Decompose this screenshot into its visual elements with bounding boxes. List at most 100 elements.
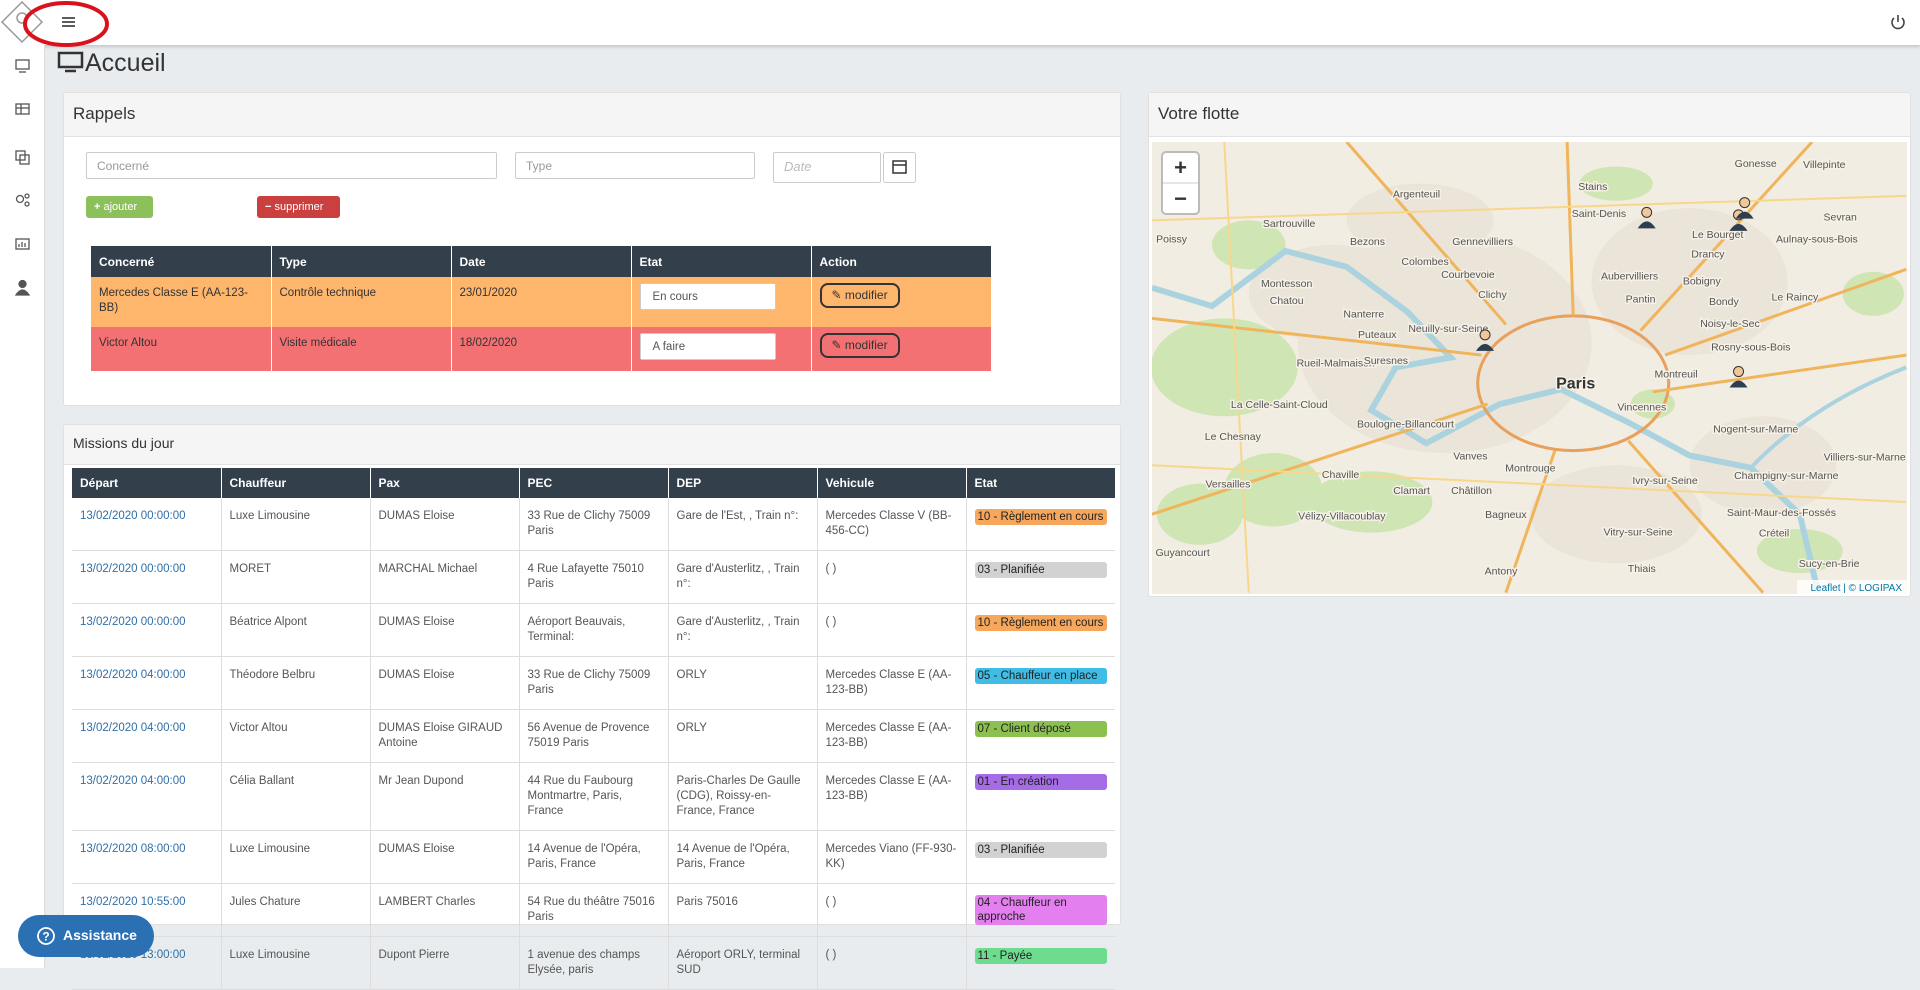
cell: Paris-Charles De Gaulle (CDG), Roissy-en… xyxy=(668,762,818,831)
header-row: Départ Chauffeur Pax PEC DEP Vehicule Etat xyxy=(72,468,1116,498)
driver-marker[interactable] xyxy=(1729,366,1748,388)
place-label: Ivry-sur-Seine xyxy=(1632,475,1698,487)
depart-link[interactable]: 13/02/2020 00:00:00 xyxy=(72,550,222,604)
cell: ORLY xyxy=(668,709,818,763)
cell: 10 - Règlement en cours xyxy=(966,498,1115,551)
mission-row: 13/02/2020 04:00:00 Victor Altou DUMAS Elo… xyxy=(72,709,1115,763)
place-label: Boulogne-Billancourt xyxy=(1357,419,1454,431)
map[interactable]: Paris Saint-Denis Argenteuil Colombes Gennev… xyxy=(1152,142,1907,594)
etat-badge: 10 - Règlement en cours xyxy=(974,509,1107,525)
mission-row: 13/02/2020 00:00:00 Béatrice Alpont DUMAS … xyxy=(72,603,1115,657)
road xyxy=(1652,353,1907,394)
place-label: Sevran xyxy=(1824,212,1857,224)
cell: 10 - Règlement en cours xyxy=(966,603,1115,657)
depart-link[interactable]: 13/02/2020 04:00:00 xyxy=(72,762,222,831)
etat-badge: 03 - Planifiée xyxy=(974,842,1107,858)
nav-copy[interactable] xyxy=(15,150,30,165)
cell: Mr Jean Dupond xyxy=(370,762,520,831)
cell: 56 Avenue de Provence 75019 Paris xyxy=(519,709,669,763)
place-label: Sucy-en-Brie xyxy=(1799,558,1860,570)
highlight-circle xyxy=(23,1,109,47)
mission-row: 13/02/2020 08:00:00 Luxe Limousine DUMAS E… xyxy=(72,830,1115,884)
zoom-in[interactable]: + xyxy=(1174,155,1187,180)
place-label: Clichy xyxy=(1478,289,1507,301)
depart-link[interactable]: 13/02/2020 00:00:00 xyxy=(72,498,222,551)
modify-button[interactable]: ✎ modifier xyxy=(819,333,900,358)
urban-area xyxy=(1346,183,1494,258)
calendar-button[interactable] xyxy=(883,152,916,183)
place-label: Le Raincy xyxy=(1772,291,1819,303)
modify-button[interactable]: ✎ modifier xyxy=(819,283,900,308)
svg-text:?: ? xyxy=(42,930,49,944)
mission-row: 13/02/2020 04:00:00 Célia Ballant Mr Jean … xyxy=(72,762,1115,831)
place-label: Gonesse xyxy=(1735,158,1777,170)
etat-select[interactable]: En cours xyxy=(639,283,776,310)
rappel-row: Mercedes Classe E (AA-123-BB) Contrôle te… xyxy=(91,277,991,327)
logout-button[interactable] xyxy=(1888,13,1908,33)
nav-user[interactable] xyxy=(14,279,31,296)
zoom-control: +− xyxy=(1161,151,1200,215)
place-label: Rosny-sous-Bois xyxy=(1711,341,1790,353)
cell: DUMAS Eloise xyxy=(370,656,520,710)
column-header: Chauffeur xyxy=(221,468,371,498)
nav-stats[interactable] xyxy=(15,238,30,250)
driver-marker[interactable] xyxy=(1735,197,1754,219)
cell: Paris 75016 xyxy=(668,883,818,937)
place-label: Paris xyxy=(1556,375,1595,392)
marker-head xyxy=(1641,206,1653,218)
place-label: Neuilly-sur-Seine xyxy=(1408,323,1488,335)
road xyxy=(1152,402,1488,516)
place-label: Saint-Maur-des-Fossés xyxy=(1727,507,1836,519)
place-label: Clamart xyxy=(1393,485,1430,497)
add-button[interactable]: + ajouter xyxy=(86,196,153,218)
cell: 05 - Chauffeur en place xyxy=(966,656,1115,710)
rappel-row: Victor Altou Visite médicale 18/02/2020 A f… xyxy=(91,327,991,371)
place-label: Montesson xyxy=(1261,278,1313,290)
marker-body xyxy=(1729,223,1748,231)
nav-settings[interactable] xyxy=(15,193,30,207)
attribution-bg xyxy=(1797,580,1907,594)
place-label: Stains xyxy=(1578,181,1607,193)
cell: Luxe Limousine xyxy=(221,830,371,884)
place-label: Antony xyxy=(1485,566,1518,578)
cell: DUMAS Eloise GIRAUD Antoine xyxy=(370,709,520,763)
delete-button[interactable]: − supprimer xyxy=(257,196,340,218)
driver-marker[interactable] xyxy=(1637,206,1656,229)
depart-link[interactable]: 13/02/2020 00:00:00 xyxy=(72,603,222,657)
road xyxy=(1639,142,1814,332)
cell: 33 Rue de Clichy 75009 Paris xyxy=(519,656,669,710)
place-label: Puteaux xyxy=(1358,329,1397,341)
filter-concerne[interactable]: Concerné xyxy=(86,152,497,179)
marker-body xyxy=(1729,380,1748,388)
depart-link[interactable]: 13/02/2020 04:00:00 xyxy=(72,709,222,763)
etat-badge: 01 - En création xyxy=(974,774,1107,790)
nav-dashboard[interactable] xyxy=(15,59,30,73)
cell: Gare d'Austerlitz, , Train n°: xyxy=(668,603,818,657)
driver-marker[interactable] xyxy=(1476,329,1495,351)
place-label: Bagneux xyxy=(1485,509,1527,521)
place-label: Sartrouville xyxy=(1263,218,1316,230)
menu-toggle[interactable] xyxy=(62,17,75,27)
place-label: Villiers-sur-Marne xyxy=(1824,452,1906,464)
place-label: Bondy xyxy=(1709,296,1740,308)
etat-badge: 11 - Payée xyxy=(974,948,1107,964)
assistance-button[interactable]: ? Assistance xyxy=(18,915,154,957)
place-label: Bobigny xyxy=(1683,275,1722,287)
depart-link[interactable]: 13/02/2020 08:00:00 xyxy=(72,830,222,884)
place-label: Pantin xyxy=(1626,294,1656,306)
depart-link[interactable]: 13/02/2020 04:00:00 xyxy=(72,656,222,710)
filter-date[interactable]: Date xyxy=(773,152,881,183)
missions-table: Départ Chauffeur Pax PEC DEP Vehicule Etat 13/0… xyxy=(72,468,1116,990)
filter-type[interactable]: Type xyxy=(515,152,755,179)
marker-body xyxy=(1637,221,1656,229)
place-label: Poissy xyxy=(1156,234,1188,246)
page-heading: Accueil xyxy=(57,49,166,83)
zoom-out[interactable]: − xyxy=(1174,186,1187,211)
sidebar xyxy=(0,45,45,968)
etat-select[interactable]: A faire xyxy=(639,333,776,360)
nav-table[interactable] xyxy=(15,103,30,115)
place-label: Chatou xyxy=(1270,295,1304,307)
road xyxy=(1152,194,1907,222)
cell: Luxe Limousine xyxy=(221,498,371,551)
place-label: Thiais xyxy=(1628,563,1656,575)
